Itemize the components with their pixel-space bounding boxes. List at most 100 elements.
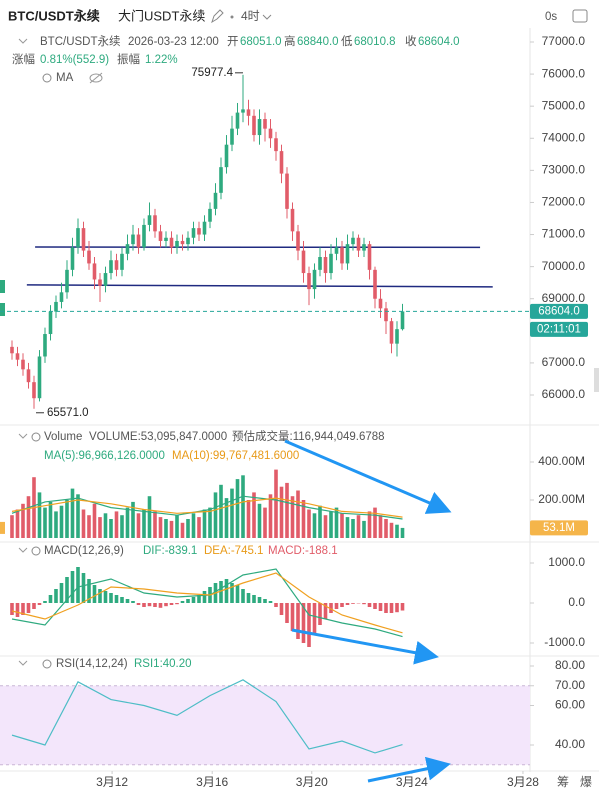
side-handle[interactable] xyxy=(594,368,599,392)
candle-body xyxy=(279,151,284,174)
volume-bar xyxy=(246,500,251,538)
candle-body xyxy=(296,231,300,251)
macd-bar xyxy=(10,603,14,615)
volume-bar xyxy=(301,500,306,538)
candle-body xyxy=(395,329,399,344)
high-value: 68840.0 xyxy=(297,36,339,48)
candle-body xyxy=(114,260,119,270)
candle-body xyxy=(213,192,218,209)
close-value: 68604.0 xyxy=(418,36,460,48)
bell-icon[interactable] xyxy=(42,73,52,83)
volume-bar xyxy=(186,519,190,538)
legend-dif: DIF:-839.1 xyxy=(143,545,197,557)
candle-body xyxy=(252,115,256,136)
eye-slash xyxy=(89,72,103,84)
volume-bar xyxy=(290,496,295,538)
collapse[interactable] xyxy=(18,38,28,44)
volume-bar xyxy=(296,490,300,538)
volume-bar xyxy=(235,479,240,538)
y-tick-label: 69000.0 xyxy=(542,291,586,305)
volume-bar xyxy=(285,482,289,538)
macd-bar xyxy=(180,601,185,603)
collapse[interactable] xyxy=(18,660,28,666)
estimate-text: 预估成交量:116,944,049.6788 xyxy=(232,429,385,443)
tool-chips[interactable]: 筹 xyxy=(557,775,569,789)
edit-icon[interactable] xyxy=(211,9,224,24)
bell-icon[interactable] xyxy=(42,659,52,669)
candle-body xyxy=(334,247,339,254)
volume-bar xyxy=(10,515,14,538)
edge-tag xyxy=(0,280,5,293)
symbol[interactable]: BTC/USDT永续 xyxy=(8,8,100,23)
collapse[interactable] xyxy=(18,433,28,439)
tool-liquidation[interactable]: 爆 xyxy=(580,775,592,789)
macd-bar xyxy=(246,593,251,603)
macd-bar xyxy=(32,603,36,609)
edge-tag xyxy=(0,303,5,316)
y-tick-label: 1000.0 xyxy=(548,555,585,569)
open-label: 开 xyxy=(227,36,239,48)
volume-bar xyxy=(81,509,86,538)
y-tick-label: 75000.0 xyxy=(542,98,586,112)
candle-body xyxy=(10,346,14,354)
macd-bar xyxy=(76,567,80,603)
macd-bar xyxy=(136,603,141,605)
candle-body xyxy=(257,119,262,136)
macd-bar xyxy=(274,603,278,607)
open-value: 68051.0 xyxy=(240,36,282,48)
macd-bar xyxy=(235,585,240,603)
volume-bar xyxy=(400,527,405,538)
macd-bar xyxy=(169,603,174,605)
candle-body xyxy=(367,244,372,270)
macd-bar xyxy=(219,581,223,603)
low-label: 低 xyxy=(341,35,353,48)
volume-bar xyxy=(70,488,75,538)
candle-body xyxy=(142,224,146,248)
volume-bar xyxy=(76,494,80,538)
amplitude-label: 振幅 xyxy=(117,52,140,66)
y-tick-label: 80.00 xyxy=(555,658,585,672)
ma-label[interactable]: MA xyxy=(56,72,74,84)
candle-body xyxy=(345,244,350,264)
macd-bar xyxy=(98,589,102,603)
candle-body xyxy=(312,269,317,290)
macd-bar xyxy=(142,603,146,607)
candle-body xyxy=(246,109,251,116)
volume-bar xyxy=(318,505,322,538)
high-label: 高 xyxy=(284,34,296,48)
volume-bar xyxy=(15,509,20,538)
interval[interactable]: 4时 xyxy=(241,9,260,23)
bell-icon[interactable] xyxy=(31,546,41,556)
y-tick-label: 74000.0 xyxy=(542,130,586,144)
macd-bar xyxy=(186,599,190,603)
x-tick-label: 3月20 xyxy=(296,775,328,789)
macd-bar xyxy=(147,603,152,607)
macd-bar xyxy=(153,603,157,607)
candle-body xyxy=(136,234,141,248)
eye-icon[interactable] xyxy=(89,73,103,83)
candle-body xyxy=(186,237,190,245)
window-icon[interactable] xyxy=(572,9,588,23)
volume-bar xyxy=(197,517,201,538)
candle-body xyxy=(329,253,333,274)
caret[interactable] xyxy=(262,14,272,20)
macd-bar xyxy=(285,603,289,623)
volume-bar xyxy=(356,515,361,538)
collapse[interactable] xyxy=(18,547,28,553)
candle-body xyxy=(241,109,245,113)
macd-bar xyxy=(164,603,168,607)
volume-bar xyxy=(164,519,168,538)
exchange[interactable]: 大门USDT永续 xyxy=(118,8,205,23)
arrow xyxy=(367,756,451,783)
rsi-band xyxy=(0,685,530,765)
volume-title: Volume xyxy=(44,431,82,443)
macd-bar xyxy=(125,599,130,603)
candle-body xyxy=(318,257,322,270)
legend-macd: MACD:-188.1 xyxy=(268,545,338,557)
y-tick-label: 73000.0 xyxy=(542,163,586,177)
bell-icon[interactable] xyxy=(31,432,41,442)
macd-bar xyxy=(268,601,273,603)
volume-bar xyxy=(279,486,284,538)
candle-body xyxy=(21,359,25,370)
candle-body xyxy=(180,240,185,245)
